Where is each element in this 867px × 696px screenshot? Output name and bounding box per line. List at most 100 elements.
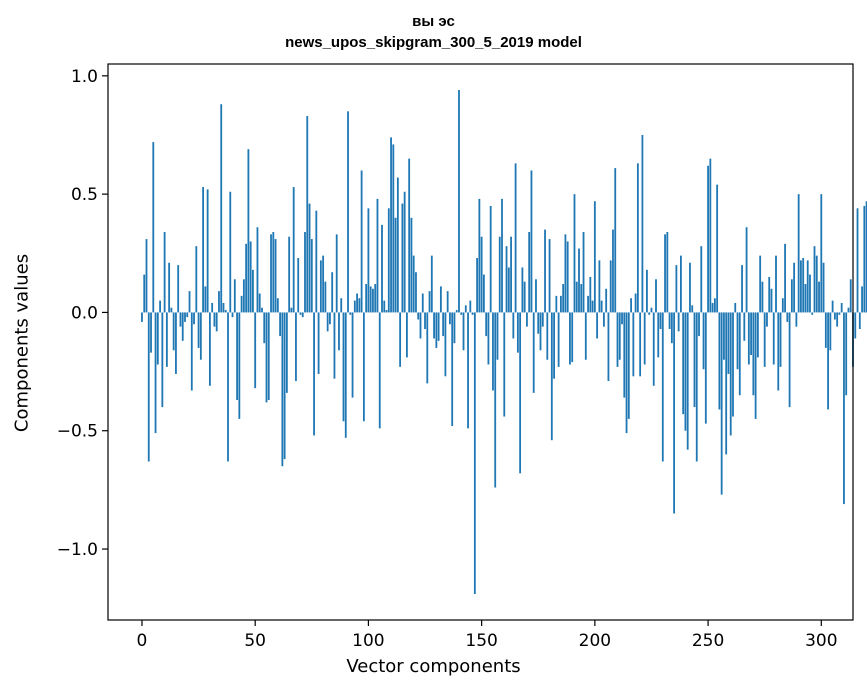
bar	[833, 312, 836, 320]
y-axis-ticks: −1.0 −0.5 0.0 0.5 1.0	[57, 67, 108, 560]
bar	[480, 236, 483, 313]
bar	[439, 286, 442, 313]
bar	[786, 312, 789, 322]
bar	[204, 286, 207, 313]
bar	[161, 312, 164, 408]
bar	[365, 284, 368, 313]
bar	[181, 312, 184, 341]
bar	[435, 312, 438, 348]
bar	[535, 279, 537, 313]
bar	[274, 239, 277, 313]
bar	[772, 312, 775, 365]
bar	[335, 234, 338, 313]
bar	[193, 312, 195, 325]
bar	[698, 312, 700, 337]
bar	[630, 298, 632, 313]
bar	[670, 312, 673, 344]
bar	[562, 284, 565, 313]
bar	[514, 163, 517, 313]
bar	[276, 298, 279, 313]
y-tick-label: 1.0	[71, 67, 98, 87]
bar	[666, 231, 669, 313]
bar	[168, 262, 171, 313]
bar	[482, 274, 485, 313]
bar	[485, 312, 488, 337]
bar	[659, 312, 662, 329]
bar	[553, 312, 555, 379]
bar	[700, 246, 703, 313]
bar	[713, 298, 716, 313]
bar	[564, 234, 567, 313]
bar	[580, 284, 583, 313]
bars-group	[141, 90, 867, 594]
bar	[184, 312, 186, 322]
bar	[555, 295, 558, 313]
bar	[489, 205, 492, 313]
bar	[643, 312, 646, 365]
bar	[652, 312, 655, 386]
bar	[415, 272, 417, 313]
bar	[806, 260, 809, 313]
bar	[383, 300, 386, 313]
bar	[584, 312, 587, 360]
bar	[281, 312, 284, 467]
bar	[165, 312, 168, 367]
bar	[301, 312, 304, 318]
bar	[716, 184, 719, 313]
bar	[208, 312, 211, 386]
bar	[559, 295, 562, 313]
bar	[600, 300, 603, 313]
bar	[428, 291, 431, 313]
bar	[575, 281, 578, 313]
chart-subtitle: news_upos_skipgram_300_5_2019 model	[285, 34, 582, 51]
bar	[616, 312, 619, 367]
bar	[433, 312, 435, 339]
bar	[793, 262, 796, 313]
bar	[367, 208, 370, 313]
bar	[233, 279, 236, 313]
bar	[707, 165, 709, 313]
bar	[804, 284, 807, 313]
bar	[723, 312, 725, 360]
bar	[664, 234, 666, 313]
bar	[854, 312, 857, 339]
bar	[738, 312, 741, 396]
bar	[752, 312, 755, 396]
bar	[453, 312, 456, 344]
bar	[618, 312, 621, 360]
bar	[498, 236, 501, 313]
bar	[593, 201, 596, 313]
bar	[220, 104, 223, 313]
bar	[573, 194, 576, 313]
bar	[809, 274, 811, 313]
bar	[304, 231, 306, 313]
bar	[333, 312, 336, 379]
bar	[858, 312, 861, 329]
bar	[444, 312, 447, 377]
bar	[358, 298, 361, 313]
bar	[469, 300, 472, 313]
bar	[297, 258, 300, 313]
bar	[188, 291, 191, 313]
bar	[215, 312, 218, 332]
bar	[682, 312, 685, 415]
bar	[605, 288, 608, 313]
bar	[263, 312, 266, 344]
bar	[467, 312, 469, 429]
bar	[437, 312, 440, 341]
bar	[847, 307, 850, 313]
bar	[141, 312, 143, 322]
bar	[222, 302, 225, 313]
bar	[720, 312, 723, 495]
bar	[170, 307, 173, 313]
bar	[507, 267, 510, 313]
bar	[163, 231, 166, 313]
plot-frame	[107, 63, 854, 621]
bar	[813, 246, 816, 313]
bar	[569, 312, 571, 365]
bar	[387, 208, 390, 313]
bar	[227, 312, 229, 462]
bar	[265, 312, 268, 403]
bar	[845, 312, 848, 396]
